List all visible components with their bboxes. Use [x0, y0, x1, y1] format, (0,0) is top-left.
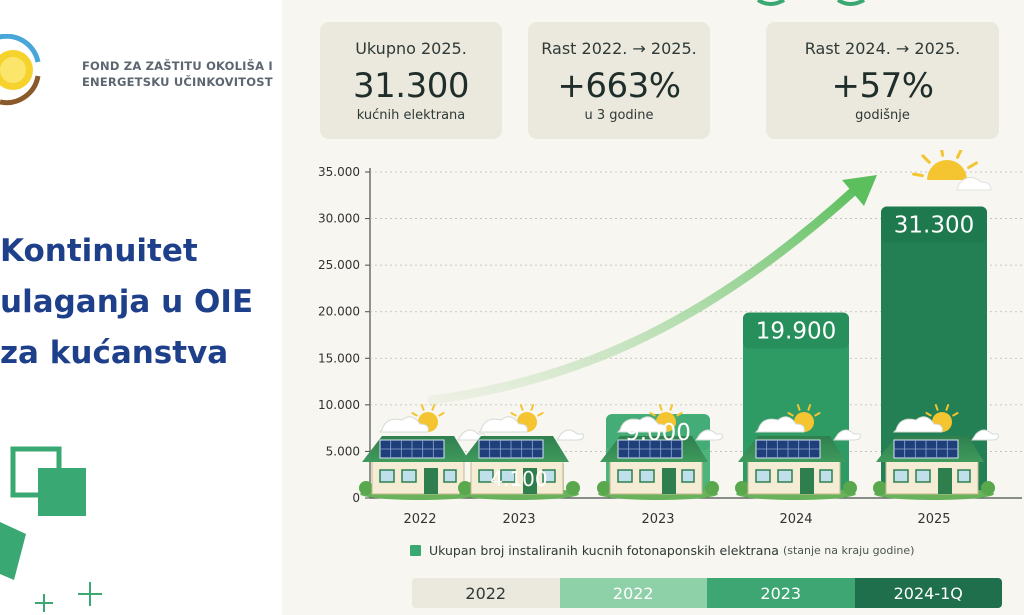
y-tick-label: 0 [352, 491, 360, 505]
solar-house-icon-4 [873, 404, 999, 500]
y-tick-label: 5.000 [326, 444, 360, 458]
bar-value-label-1: 4.100 [490, 467, 547, 491]
legend-swatch [410, 545, 421, 556]
solar-house-icon-0 [359, 404, 485, 500]
timeline-bar: 2022 2022 2023 2024-1Q [412, 578, 1002, 608]
timeline-segment-2: 2023 [707, 578, 855, 608]
page-headline: Kontinuitet ulaganja u OIE za kućanstva [0, 233, 254, 371]
bar-value-label-4: 31.300 [894, 212, 974, 238]
tilted-squares-decoration-icon [0, 522, 26, 580]
stat-value: +663% [557, 66, 681, 106]
sun-icon [912, 150, 992, 191]
y-tick-label: 30.000 [318, 212, 360, 226]
stat-card-growth-3y: Rast 2022. → 2025. +663% u 3 godine [528, 22, 710, 139]
solar-house-icon-2 [597, 404, 723, 500]
timeline-segment-0: 2022 [412, 578, 560, 608]
solar-house-icon-3 [735, 404, 861, 500]
x-tick-label-1: 2023 [502, 512, 535, 527]
plus-decoration-icon [35, 582, 102, 612]
stat-value: +57% [831, 66, 934, 106]
org-name-line1: FOND ZA ZAŠTITU OKOLIŠA I [82, 59, 273, 73]
stat-sub: kućnih elektrana [356, 108, 466, 123]
trend-arrow-head [842, 175, 877, 206]
org-name-line2: ENERGETSKU UČINKOVITOST [82, 75, 273, 89]
timeline-segment-3: 2024-1Q [854, 578, 1002, 608]
installations-bar-chart: 0 5.000 10.000 15.000 20.000 25.000 30.000 35.0… [318, 150, 1022, 527]
x-tick-label-0: 2022 [403, 512, 436, 527]
sun-logo-icon [0, 34, 41, 106]
bar-value-label-3: 19.900 [756, 319, 836, 345]
stat-card-total: Ukupno 2025. 31.300 kućnih elektrana [320, 22, 502, 139]
y-tick-label: 20.000 [318, 305, 360, 319]
chart-legend: Ukupan broj instaliranih kucnih fotonapo… [410, 543, 914, 558]
legend-note: (stanje na kraju godine) [782, 544, 915, 557]
y-tick-label: 35.000 [318, 165, 360, 179]
timeline-segment-1: 2022 [559, 578, 707, 608]
stat-label: Rast 2024. → 2025. [804, 39, 961, 58]
y-tick-label: 25.000 [318, 258, 360, 272]
y-tick-label: 10.000 [318, 398, 360, 412]
stat-sub: godišnje [855, 108, 910, 123]
legend-label: Ukupan broj instaliranih kucnih fotonapo… [429, 543, 779, 558]
x-tick-label-3: 2024 [779, 512, 812, 527]
stat-sub: u 3 godine [584, 108, 654, 123]
stat-label: Rast 2022. → 2025. [541, 39, 697, 58]
x-tick-label-2: 2023 [641, 512, 674, 527]
stat-card-growth-1y: Rast 2024. → 2025. +57% godišnje [766, 22, 999, 139]
solar-house-icon-1 [458, 404, 584, 500]
org-name: FOND ZA ZAŠTITU OKOLIŠA I ENERGETSKU UČI… [82, 58, 282, 90]
left-panel: FOND ZA ZAŠTITU OKOLIŠA I ENERGETSKU UČI… [0, 0, 290, 615]
stat-value: 31.300 [353, 66, 469, 106]
squares-decoration-icon [10, 446, 86, 516]
trend-arrow [427, 183, 862, 405]
stat-label: Ukupno 2025. [355, 39, 467, 58]
bar-value-label-2: 9.000 [625, 420, 691, 446]
arc-decoration-icon [756, 0, 865, 6]
bar-label-band-4 [881, 206, 987, 243]
x-tick-label-4: 2025 [917, 512, 950, 527]
y-tick-label: 15.000 [318, 351, 360, 365]
bar-label-band-3 [743, 312, 849, 349]
